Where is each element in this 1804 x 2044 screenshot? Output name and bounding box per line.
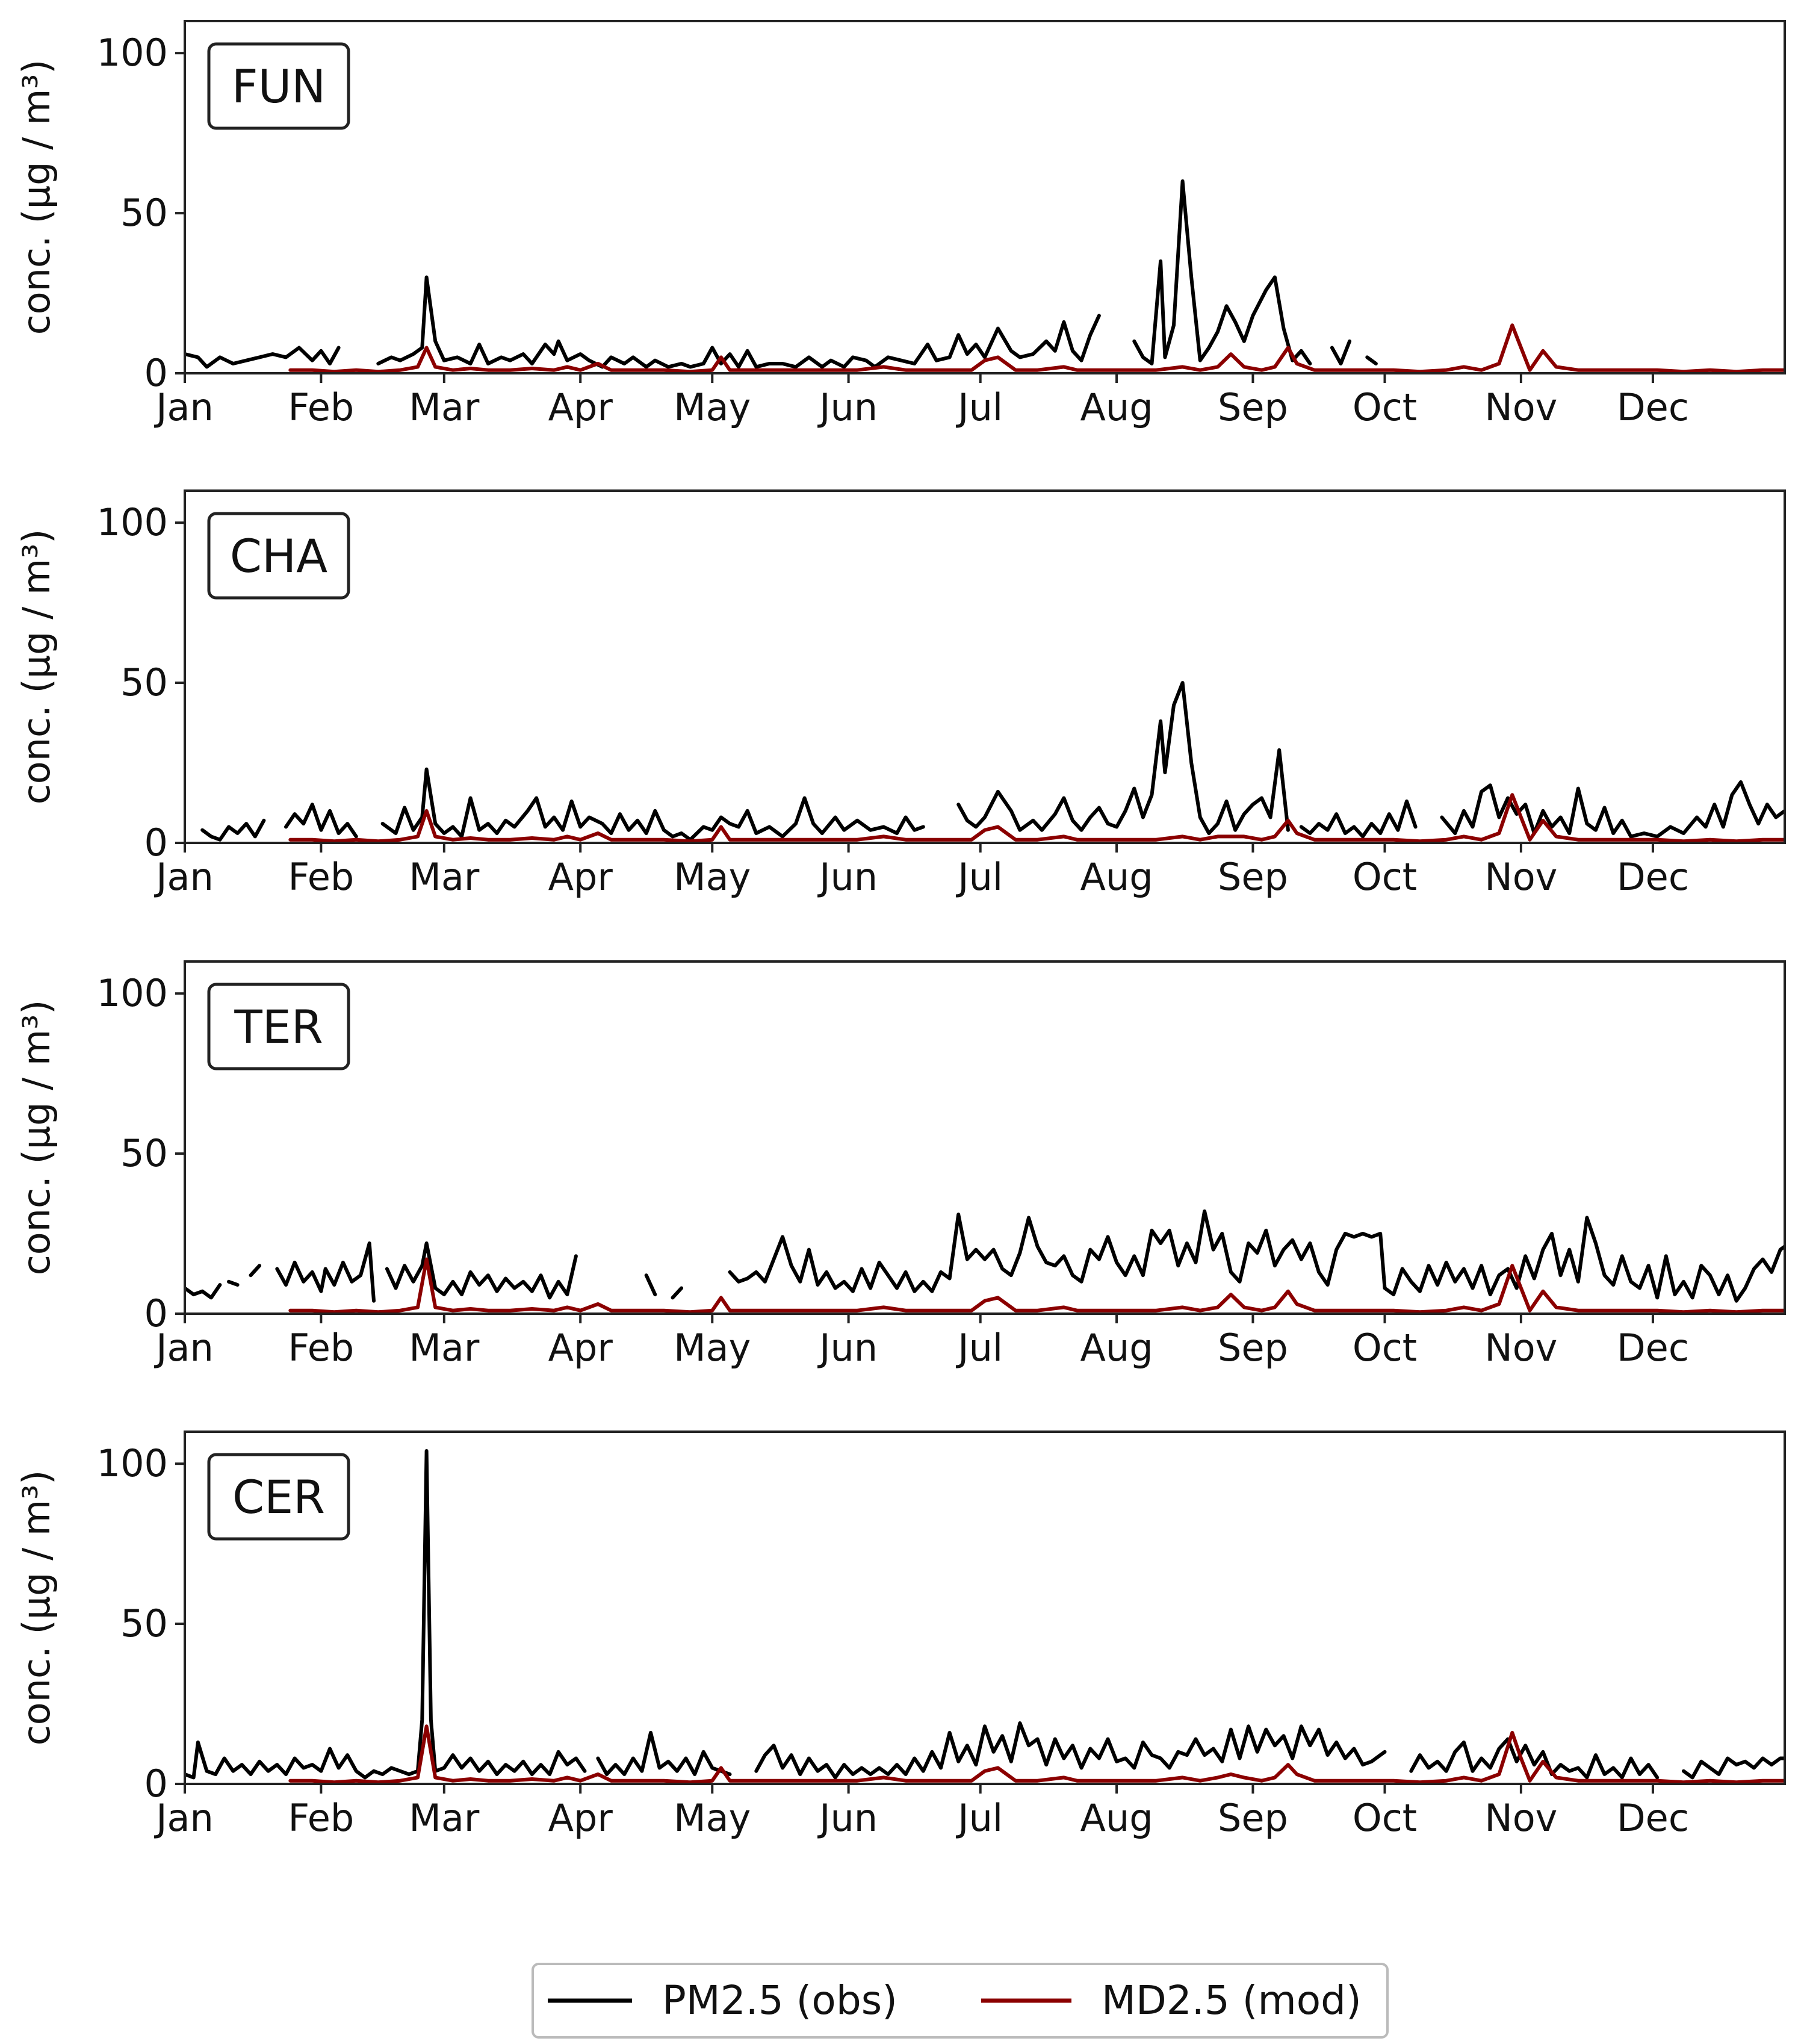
legend-label-obs: PM2.5 (obs) [662,1977,897,2024]
x-tick-label: Feb [288,1796,354,1840]
x-tick-label: Sep [1218,385,1288,429]
series-line-mod [288,323,1785,373]
y-tick-label: 100 [97,500,168,544]
x-tick-label: Dec [1617,1796,1689,1840]
x-tick-label: Mar [409,1796,479,1840]
site-label: CER [232,1470,325,1524]
series-line-mod [288,1257,1785,1314]
x-tick-label: Aug [1080,1796,1153,1840]
x-tick-label: Sep [1218,1796,1288,1840]
y-tick-label: 50 [120,660,168,704]
site-label-box [207,512,350,600]
series-line-obs [185,1449,1785,1780]
x-tick-label: Jul [955,385,1003,429]
y-tick-label: 50 [120,1601,168,1645]
y-tick-label: 100 [97,971,168,1015]
x-tick-label: Dec [1617,1326,1689,1370]
x-tick-label: Mar [409,855,479,899]
series-line-mod [288,793,1785,843]
x-tick-label: Nov [1484,1796,1557,1840]
x-tick-label: Jun [817,385,878,429]
x-tick-label: Mar [409,1326,479,1370]
y-tick-label: 50 [120,191,168,235]
x-tick-label: May [674,1326,751,1370]
x-tick-label: Aug [1080,1326,1153,1370]
x-tick-label: Jul [955,1326,1003,1370]
y-tick-label: 0 [144,821,168,865]
x-tick-label: Jun [817,855,878,899]
x-tick-label: Jul [955,855,1003,899]
x-tick-label: Oct [1353,1326,1417,1370]
x-tick-label: Oct [1353,1796,1417,1840]
panel-cha: 0 50 100 Jan Feb Mar Apr May Jun Jul Aug Sep Oct Nov D… [14,489,1786,899]
x-tick-label: May [674,385,751,429]
y-axis-label: conc. (µg / m³) [14,60,58,335]
x-tick-label: Apr [548,385,613,429]
x-tick-label: May [674,855,751,899]
legend-label-mod: MD2.5 (mod) [1102,1977,1362,2024]
x-tick-label: May [674,1796,751,1840]
x-tick-label: Apr [548,855,613,899]
x-tick-label: Apr [548,1796,613,1840]
y-tick-label: 0 [144,1762,168,1806]
x-tick-label: Sep [1218,855,1288,899]
series-line-obs [185,179,1378,369]
x-tick-label: Mar [409,385,479,429]
panels: 0 50 100 Jan Feb Mar Apr May Jun Jul Aug Sep Oct Nov D… [14,20,1786,1840]
x-tick-label: Apr [548,1326,613,1370]
site-label-box [207,42,350,130]
x-tick-label: Dec [1617,855,1689,899]
panel-cer: 0 50 100 Jan Feb Mar Apr May Jun Jul Aug Sep Oct Nov D… [14,1430,1786,1840]
plot-frame [184,960,1786,1315]
y-tick-label: 100 [97,1441,168,1485]
x-tick-label: Jun [817,1796,878,1840]
legend: PM2.5 (obs) MD2.5 (mod) [532,1963,1389,2039]
y-axis-label: conc. (µg / m³) [14,529,58,805]
x-tick-label: Nov [1484,1326,1557,1370]
x-tick-label: Sep [1218,1326,1288,1370]
x-tick-label: Oct [1353,385,1417,429]
site-label: TER [234,1000,323,1054]
x-tick-label: Nov [1484,855,1557,899]
y-axis-label: conc. (µg / m³) [14,1470,58,1746]
x-tick-label: Jan [153,1796,214,1840]
legend-frame [532,1963,1389,2039]
series-line-obs [185,1209,1785,1303]
x-tick-label: Aug [1080,855,1153,899]
x-tick-label: Nov [1484,385,1557,429]
x-tick-label: Oct [1353,855,1417,899]
plot-frame [184,489,1786,844]
site-label-box [207,983,350,1070]
x-tick-label: Dec [1617,385,1689,429]
series-line-mod [288,1724,1785,1784]
x-tick-label: Jan [153,1326,214,1370]
y-tick-label: 100 [97,31,168,75]
x-tick-label: Feb [288,1326,354,1370]
x-tick-label: Feb [288,855,354,899]
series-line-obs [200,681,1785,842]
plot-frame [184,1430,1786,1785]
panel-fun: 0 50 100 Jan Feb Mar Apr May Jun Jul Aug Sep Oct Nov D… [14,20,1786,429]
site-label: FUN [232,60,326,113]
x-tick-label: Jan [153,385,214,429]
x-tick-label: Jun [817,1326,878,1370]
x-tick-label: Jan [153,855,214,899]
plot-frame [184,20,1786,374]
y-tick-label: 50 [120,1131,168,1175]
x-tick-label: Aug [1080,385,1153,429]
y-tick-label: 0 [144,1291,168,1335]
site-label-box [207,1453,350,1541]
x-tick-label: Feb [288,385,354,429]
y-axis-label: conc. (µg / m³) [14,1000,58,1276]
y-tick-label: 0 [144,351,168,395]
site-label: CHA [230,529,327,583]
x-tick-label: Jul [955,1796,1003,1840]
panel-ter: 0 50 100 Jan Feb Mar Apr May Jun Jul Aug Sep Oct Nov D… [14,960,1786,1370]
